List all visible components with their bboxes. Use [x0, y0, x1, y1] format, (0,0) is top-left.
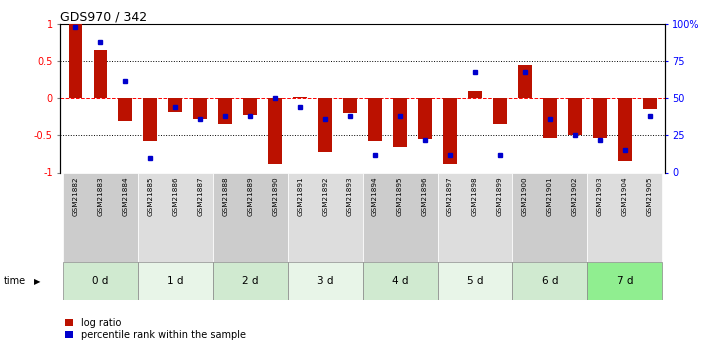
Bar	[213, 172, 288, 262]
Bar	[363, 172, 437, 262]
Bar	[268, 98, 282, 164]
Text: 7 d: 7 d	[616, 276, 633, 286]
Bar	[63, 172, 138, 262]
Bar	[63, 262, 138, 300]
Bar	[288, 172, 363, 262]
Bar	[418, 98, 432, 139]
Text: GSM21886: GSM21886	[172, 176, 178, 216]
Bar	[193, 98, 207, 119]
Text: GSM21902: GSM21902	[572, 176, 578, 216]
Bar	[437, 262, 513, 300]
Bar	[138, 172, 213, 262]
Text: 0 d: 0 d	[92, 276, 109, 286]
Text: GSM21899: GSM21899	[497, 176, 503, 216]
Text: GSM21885: GSM21885	[147, 176, 154, 216]
Bar	[218, 98, 232, 124]
Bar	[169, 98, 182, 112]
Text: 4 d: 4 d	[392, 276, 408, 286]
Bar	[363, 262, 437, 300]
Text: GSM21895: GSM21895	[397, 176, 403, 216]
Bar	[643, 98, 657, 109]
Text: GSM21889: GSM21889	[247, 176, 253, 216]
Text: GSM21884: GSM21884	[122, 176, 129, 216]
Bar	[243, 98, 257, 115]
Bar	[493, 98, 507, 124]
Text: GSM21903: GSM21903	[597, 176, 603, 216]
Text: GSM21893: GSM21893	[347, 176, 353, 216]
Text: GSM21882: GSM21882	[73, 176, 78, 216]
Text: GSM21897: GSM21897	[447, 176, 453, 216]
Text: GSM21887: GSM21887	[197, 176, 203, 216]
Bar	[518, 65, 532, 98]
Bar	[587, 172, 662, 262]
Text: GSM21898: GSM21898	[472, 176, 478, 216]
Bar	[393, 98, 407, 147]
Bar	[319, 98, 332, 152]
Bar	[437, 172, 513, 262]
Bar	[68, 24, 82, 98]
Bar	[587, 262, 662, 300]
Text: GSM21890: GSM21890	[272, 176, 278, 216]
Text: GSM21888: GSM21888	[223, 176, 228, 216]
Text: GSM21891: GSM21891	[297, 176, 303, 216]
Bar	[468, 91, 482, 98]
Text: GSM21900: GSM21900	[522, 176, 528, 216]
Bar	[513, 172, 587, 262]
Text: GSM21894: GSM21894	[372, 176, 378, 216]
Bar	[593, 98, 606, 138]
Bar	[138, 262, 213, 300]
Text: GSM21905: GSM21905	[647, 176, 653, 216]
Text: GSM21883: GSM21883	[97, 176, 103, 216]
Text: GDS970 / 342: GDS970 / 342	[60, 10, 148, 23]
Bar	[213, 262, 288, 300]
Text: 3 d: 3 d	[317, 276, 333, 286]
Bar	[119, 98, 132, 121]
Text: time: time	[4, 276, 26, 286]
Bar	[144, 98, 157, 141]
Bar	[343, 98, 357, 113]
Text: 5 d: 5 d	[466, 276, 483, 286]
Text: GSM21904: GSM21904	[622, 176, 628, 216]
Text: 1 d: 1 d	[167, 276, 183, 286]
Text: GSM21896: GSM21896	[422, 176, 428, 216]
Legend: log ratio, percentile rank within the sample: log ratio, percentile rank within the sa…	[65, 318, 246, 340]
Bar	[94, 50, 107, 98]
Bar	[618, 98, 631, 161]
Bar	[288, 262, 363, 300]
Bar	[368, 98, 382, 141]
Bar	[568, 98, 582, 136]
Bar	[443, 98, 457, 164]
Text: 2 d: 2 d	[242, 276, 259, 286]
Text: ▶: ▶	[34, 277, 41, 286]
Text: GSM21892: GSM21892	[322, 176, 328, 216]
Bar	[294, 97, 307, 98]
Bar	[543, 98, 557, 138]
Text: 6 d: 6 d	[542, 276, 558, 286]
Bar	[513, 262, 587, 300]
Text: GSM21901: GSM21901	[547, 176, 553, 216]
